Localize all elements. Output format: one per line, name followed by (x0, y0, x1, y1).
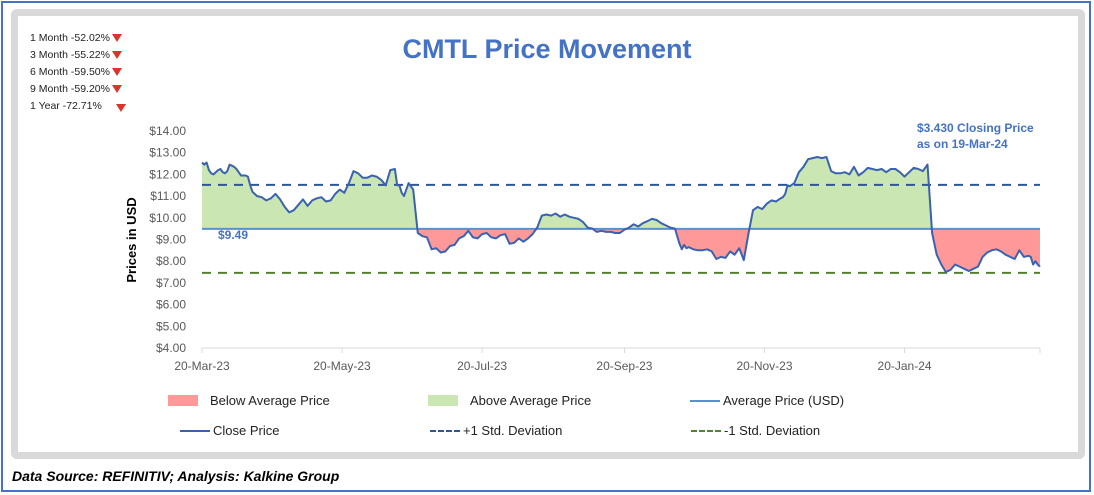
legend-label: Close Price (213, 423, 280, 438)
y-tick-label: $7.00 (156, 276, 186, 290)
legend-label: Below Average Price (210, 393, 330, 408)
legend-label: -1 Std. Deviation (724, 423, 821, 438)
minus-sd-swatch (691, 429, 721, 432)
legend-close-price: Close Price (180, 423, 279, 438)
down-arrow-icon (111, 84, 122, 93)
perf-value: -52.02% (70, 31, 110, 44)
y-tick-label: $4.00 (156, 341, 186, 355)
above-average-area (202, 162, 418, 229)
perf-9-month: 9 Month -59.20% (30, 80, 126, 97)
chart-frame (11, 9, 1085, 459)
perf-label: 1 Month (30, 31, 68, 44)
down-arrow-icon (111, 67, 122, 76)
y-axis-label: Prices in USD (124, 197, 139, 282)
closing-price-note: $3.430 Closing Price as on 19-Mar-24 (917, 120, 1034, 152)
data-source-note: Data Source: REFINITIV; Analysis: Kalkin… (12, 468, 340, 484)
legend-plus-sd: +1 Std. Deviation (430, 423, 562, 438)
series-lines (201, 156, 1041, 274)
perf-label: 9 Month (30, 82, 68, 95)
y-tick-label: $14.00 (149, 124, 186, 138)
legend: Below Average Price Above Average Price … (168, 393, 928, 453)
perf-3-month: 3 Month -55.22% (30, 46, 126, 63)
below-average-area (931, 228, 1040, 273)
closing-note-line2: as on 19-Mar-24 (917, 137, 1008, 151)
performance-list: 1 Month -52.02% 3 Month -55.22% 6 Month … (30, 29, 126, 114)
y-tick-label: $13.00 (149, 146, 186, 160)
x-tick-label: 20-Jul-23 (457, 359, 507, 373)
perf-value: -55.22% (70, 48, 110, 61)
x-tick-label: 20-Jan-24 (878, 359, 932, 373)
close-price-line (201, 156, 1041, 274)
down-arrow-icon (115, 103, 126, 112)
legend-label: Above Average Price (470, 393, 592, 408)
perf-1-year: 1 Year -72.71% (30, 97, 126, 114)
below-average-area (417, 228, 537, 253)
x-tick-label: 20-Mar-23 (174, 359, 230, 373)
perf-value: -59.50% (70, 65, 110, 78)
plus-sd-swatch (430, 429, 460, 432)
above-average-area (749, 157, 932, 229)
y-tick-label: $9.00 (156, 233, 186, 247)
above-average-area (536, 213, 593, 229)
perf-label: 3 Month (30, 48, 68, 61)
perf-label: 1 Year (30, 99, 60, 112)
closing-note-line1: $3.430 Closing Price (917, 121, 1034, 135)
legend-label: +1 Std. Deviation (463, 423, 563, 438)
y-tick-label: $8.00 (156, 254, 186, 268)
x-tick-label: 20-May-23 (313, 359, 371, 373)
y-axis-ticks: $4.00 $5.00 $6.00 $7.00 $8.00 $9.00 $10.00 $11.… (149, 124, 186, 355)
below-average-area (675, 228, 750, 261)
x-axis (201, 347, 1041, 353)
down-arrow-icon (111, 33, 122, 42)
y-tick-label: $11.00 (150, 189, 186, 203)
legend-average-price: Average Price (USD) (690, 393, 844, 408)
average-price-label: $9.49 (218, 228, 248, 242)
x-axis-ticks: 20-Mar-23 20-May-23 20-Jul-23 20-Sep-23 20-N… (174, 359, 932, 373)
legend-minus-sd: -1 Std. Deviation (691, 423, 820, 438)
perf-6-month: 6 Month -59.50% (30, 63, 126, 80)
reference-lines (202, 183, 1040, 274)
above-average-swatch (428, 395, 458, 406)
y-tick-label: $12.00 (149, 167, 186, 181)
y-tick-label: $5.00 (156, 319, 186, 333)
x-tick-label: 20-Nov-23 (736, 359, 792, 373)
perf-value: -72.71% (62, 99, 102, 112)
down-arrow-icon (111, 50, 122, 59)
legend-above-average: Above Average Price (428, 393, 591, 408)
y-tick-label: $10.00 (149, 211, 186, 225)
average-line-swatch (690, 399, 720, 402)
close-line-swatch (180, 429, 210, 432)
legend-label: Average Price (USD) (723, 393, 845, 408)
perf-1-month: 1 Month -52.02% (30, 29, 126, 46)
area-fills (202, 157, 1040, 273)
perf-value: -59.20% (70, 82, 110, 95)
x-tick-label: 20-Sep-23 (596, 359, 652, 373)
perf-label: 6 Month (30, 65, 68, 78)
below-average-swatch (168, 395, 198, 406)
y-tick-label: $6.00 (156, 298, 186, 312)
legend-below-average: Below Average Price (168, 393, 330, 408)
chart-title: CMTL Price Movement (402, 34, 692, 64)
